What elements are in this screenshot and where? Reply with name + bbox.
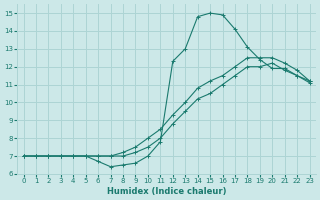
X-axis label: Humidex (Indice chaleur): Humidex (Indice chaleur) [107, 187, 226, 196]
